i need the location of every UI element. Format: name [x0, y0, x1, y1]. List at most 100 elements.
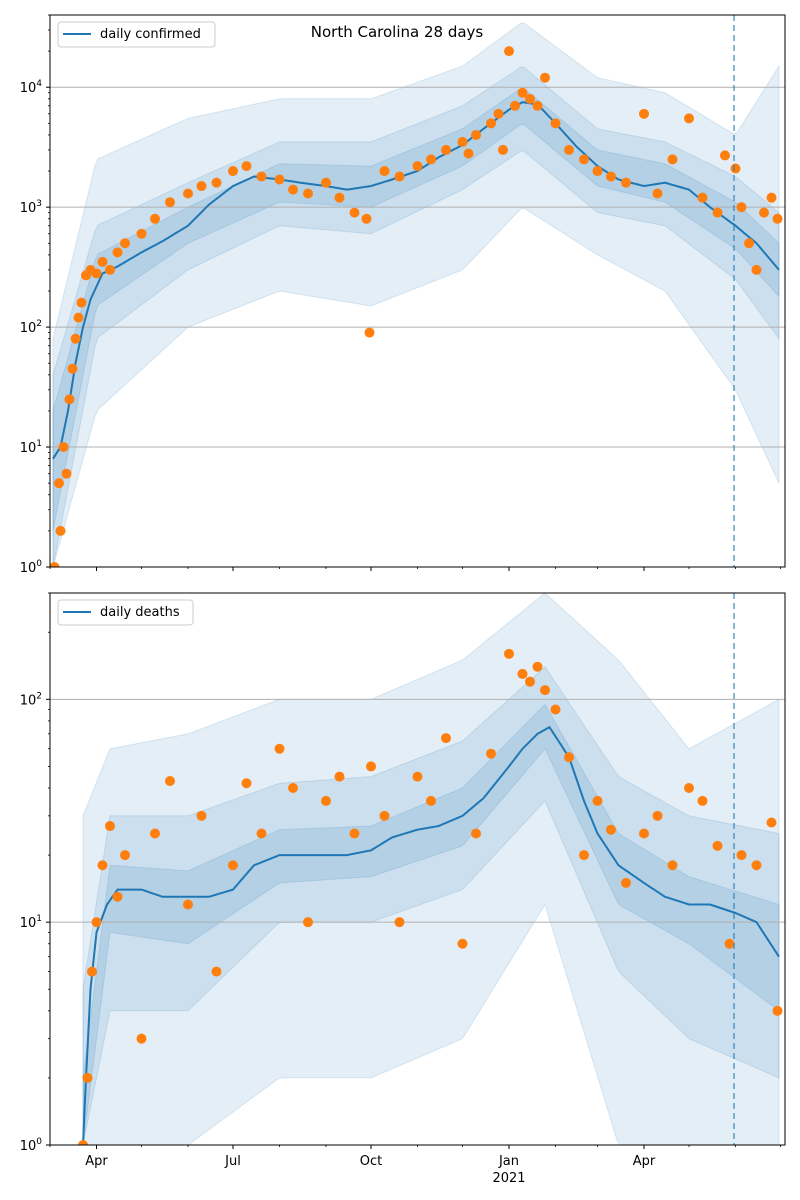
data-point: [697, 795, 708, 806]
y-tick-label: 103: [20, 199, 42, 216]
x-tick-label: Apr: [85, 1154, 108, 1169]
data-point: [766, 817, 777, 828]
data-point: [67, 363, 78, 374]
data-point: [504, 648, 514, 659]
data-point: [736, 850, 747, 861]
data-point: [50, 562, 60, 567]
data-point: [394, 917, 405, 928]
x-tick-label: Apr: [633, 1154, 656, 1169]
legend-box: [57, 21, 216, 48]
legend-box: [57, 599, 194, 626]
data-point: [91, 268, 102, 279]
data-point: [58, 442, 69, 453]
data-point: [112, 247, 123, 258]
data-point: [540, 685, 550, 696]
data-point: [652, 810, 663, 821]
confirmed-panel: 100 101 102 103 104 daily confirmed: [20, 14, 786, 576]
data-point: [504, 46, 514, 57]
band50-area: [52, 87, 780, 531]
data-point: [510, 100, 520, 111]
data-point: [105, 264, 115, 275]
data-point: [667, 154, 678, 165]
data-point: [684, 782, 694, 793]
data-point: [303, 917, 313, 928]
data-point: [76, 297, 87, 308]
data-point: [540, 72, 550, 83]
data-point: [241, 161, 252, 172]
data-point: [150, 213, 160, 224]
data-point: [120, 238, 130, 249]
data-point: [165, 197, 175, 208]
median-line: [52, 101, 780, 460]
data-point: [697, 192, 708, 203]
data-point: [606, 824, 616, 835]
data-point: [441, 733, 451, 744]
data-point: [639, 108, 649, 119]
data-point: [70, 333, 81, 344]
band80-area: [52, 66, 780, 567]
data-point: [525, 676, 535, 687]
data-point: [82, 1072, 93, 1083]
y-tick-label: 101: [20, 439, 42, 456]
data-point: [486, 118, 496, 129]
data-point: [684, 113, 694, 124]
deaths-panel: 100 101 102 Apr Jul Oct Jan 2021 Apr daily deaths: [20, 592, 786, 1186]
data-point: [766, 192, 777, 203]
y-tick-label: 100: [20, 1137, 43, 1154]
data-point: [334, 192, 345, 203]
data-point: [412, 161, 423, 172]
data-point: [426, 795, 436, 806]
data-point: [256, 828, 267, 839]
data-point: [471, 828, 481, 839]
y-tick-label: 101: [20, 914, 42, 931]
data-point: [471, 129, 481, 140]
data-point: [736, 202, 747, 213]
median-line: [82, 725, 780, 1145]
data-point: [288, 782, 298, 793]
band95-area: [52, 22, 780, 567]
y-tick-label: 100: [20, 559, 43, 576]
data-point: [550, 704, 561, 715]
data-point: [498, 144, 508, 155]
data-point: [78, 1140, 88, 1145]
data-point: [579, 154, 589, 165]
data-point: [211, 177, 222, 188]
data-point: [183, 188, 193, 199]
data-point: [412, 771, 423, 782]
data-point: [97, 256, 108, 267]
legend: daily confirmed: [57, 21, 216, 48]
data-point: [321, 177, 331, 188]
data-point: [486, 748, 496, 759]
data-point: [720, 150, 730, 161]
data-point: [183, 899, 193, 910]
data-point: [772, 213, 783, 224]
data-point: [150, 828, 160, 839]
data-point: [165, 775, 175, 786]
y-tick-label: 102: [20, 319, 42, 336]
data-point: [463, 148, 474, 159]
data-point: [136, 228, 147, 239]
data-point: [196, 181, 207, 192]
x-tick-label: Jan: [498, 1154, 519, 1169]
data-point: [652, 188, 663, 199]
data-point: [426, 154, 436, 165]
data-point: [379, 166, 390, 177]
data-point: [751, 264, 762, 275]
data-point: [751, 860, 762, 871]
data-point: [606, 171, 616, 182]
data-point: [724, 938, 735, 949]
data-point: [772, 1005, 783, 1016]
data-point: [256, 171, 267, 182]
data-point: [366, 761, 376, 772]
data-point: [112, 891, 123, 902]
data-point: [712, 840, 723, 851]
data-point: [55, 525, 66, 536]
data-point: [303, 188, 313, 199]
data-point: [517, 87, 528, 98]
x-tick-label: Oct: [360, 1154, 382, 1169]
data-point: [288, 184, 298, 195]
data-point: [394, 171, 405, 182]
data-point: [105, 821, 115, 832]
data-point: [744, 238, 754, 249]
